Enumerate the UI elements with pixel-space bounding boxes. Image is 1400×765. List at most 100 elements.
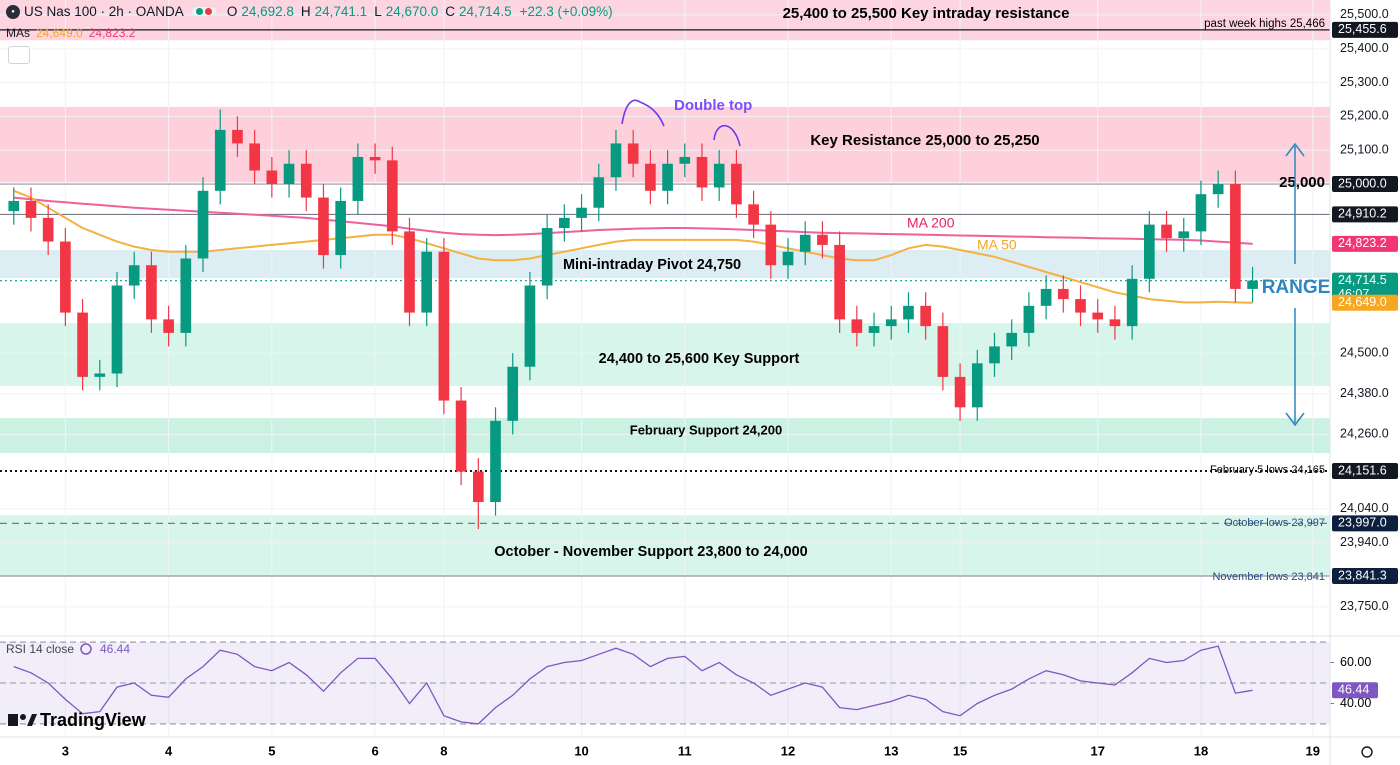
price-label-box bbox=[1332, 176, 1398, 193]
candle-body bbox=[232, 129, 243, 144]
price-label-box bbox=[1332, 568, 1398, 585]
collapse-button[interactable] bbox=[8, 46, 30, 64]
candle-body bbox=[817, 234, 828, 245]
rsi-icon bbox=[80, 643, 92, 655]
y-tick-label: 25,300.0 bbox=[1340, 75, 1389, 89]
annotation: Double top bbox=[674, 97, 752, 114]
candle-body bbox=[438, 251, 450, 401]
price-label-box bbox=[1332, 515, 1398, 532]
range-arrowhead bbox=[1285, 412, 1305, 427]
candle-body bbox=[60, 241, 71, 313]
logo: TradingView bbox=[8, 710, 147, 730]
candle-body bbox=[1109, 319, 1121, 327]
x-tick-label: 5 bbox=[268, 743, 275, 758]
settings-icon[interactable] bbox=[1361, 746, 1373, 758]
price-label-box bbox=[1332, 294, 1398, 311]
y-tick-label: 25,400.0 bbox=[1340, 41, 1389, 55]
price-label-box bbox=[1332, 206, 1398, 223]
candle-body bbox=[8, 200, 20, 212]
candle-body bbox=[748, 204, 759, 225]
candle-body bbox=[885, 319, 897, 327]
candle-body bbox=[1247, 280, 1258, 289]
zone bbox=[0, 250, 1330, 279]
moving-averages bbox=[13, 189, 1253, 304]
annotation: October lows 23,997 bbox=[1224, 517, 1325, 529]
price-label: 24,714.5 bbox=[1338, 273, 1387, 287]
candle-body bbox=[662, 163, 673, 191]
zone-label: Key Resistance 25,000 to 25,250 bbox=[810, 132, 1039, 149]
candle-body bbox=[214, 129, 226, 191]
rsi-value-box bbox=[1332, 682, 1378, 699]
ohlc-value: 24,692.8 bbox=[241, 4, 294, 19]
ma-legend-value: 24,823.2 bbox=[88, 26, 136, 40]
candle-body bbox=[834, 244, 845, 320]
annotation: 25,000 bbox=[1279, 174, 1325, 191]
annotation: RANGE bbox=[1262, 277, 1331, 298]
candle-body bbox=[868, 326, 880, 333]
rsi-tick-label: 60.00 bbox=[1340, 655, 1371, 669]
candle-body bbox=[283, 163, 295, 185]
price-label: 24,910.2 bbox=[1338, 207, 1387, 221]
price-label: 25,455.6 bbox=[1338, 22, 1387, 36]
ma-legend-label: MAs bbox=[6, 26, 30, 40]
x-tick-label: 10 bbox=[574, 743, 588, 758]
zones bbox=[0, 0, 1330, 577]
zone bbox=[0, 323, 1330, 387]
ma-label: MA 50 bbox=[977, 237, 1017, 253]
y-tick-label: 25,100.0 bbox=[1340, 143, 1389, 157]
symbol: US Nas 100 · 2h · OANDA bbox=[24, 4, 184, 19]
ohlc-key: O bbox=[226, 4, 238, 19]
candle-body bbox=[593, 177, 605, 208]
candle-body bbox=[971, 363, 983, 408]
zone-label: February Support 24,200 bbox=[630, 422, 782, 437]
candle-body bbox=[300, 163, 312, 198]
rsi-pane bbox=[0, 641, 1334, 725]
annotation: November lows 23,841 bbox=[1212, 571, 1325, 583]
brand: TradingView bbox=[40, 710, 147, 730]
candle-body bbox=[1144, 224, 1155, 279]
price-label: 24,823.2 bbox=[1338, 236, 1387, 250]
x-tick-label: 17 bbox=[1090, 743, 1104, 758]
grid bbox=[0, 0, 1330, 735]
candle-body bbox=[937, 326, 949, 377]
ohlc-key: H bbox=[300, 4, 311, 19]
x-tick-label: 3 bbox=[62, 743, 69, 758]
candle-body bbox=[352, 156, 364, 201]
candle-body bbox=[541, 228, 553, 286]
candle-body bbox=[1230, 184, 1241, 289]
rsi-value: 46.44 bbox=[100, 642, 130, 656]
x-tick-label: 4 bbox=[165, 743, 173, 758]
y-tick-label: 23,750.0 bbox=[1340, 599, 1389, 613]
candle-body bbox=[799, 234, 811, 252]
candle-body bbox=[1126, 278, 1138, 327]
price-label: 23,841.3 bbox=[1338, 568, 1387, 582]
candle-body bbox=[851, 319, 863, 333]
candle-body bbox=[576, 207, 587, 218]
candle-body bbox=[782, 251, 794, 266]
candle-body bbox=[610, 143, 622, 178]
candle-body bbox=[490, 420, 501, 503]
x-tick-label: 13 bbox=[884, 743, 898, 758]
y-tick-label: 24,040.0 bbox=[1340, 501, 1389, 515]
y-tick-label: 23,940.0 bbox=[1340, 535, 1389, 549]
price-label-box bbox=[1332, 463, 1398, 480]
candle-body bbox=[197, 190, 209, 259]
ma-line bbox=[13, 196, 1253, 245]
zone-label: 24,400 to 25,600 Key Support bbox=[599, 351, 800, 367]
y-tick-label: 24,500.0 bbox=[1340, 345, 1389, 359]
x-tick-label: 12 bbox=[781, 743, 795, 758]
annotations: 25,400 to 25,500 Key intraday resistance… bbox=[6, 5, 1373, 758]
candle-body bbox=[404, 231, 415, 313]
candle-body bbox=[645, 163, 656, 191]
candle-body bbox=[1161, 224, 1172, 239]
candle-body bbox=[77, 312, 88, 377]
x-tick-label: 15 bbox=[953, 743, 967, 758]
candle-body bbox=[386, 160, 398, 232]
candle-body bbox=[1178, 231, 1190, 239]
candle-body bbox=[94, 373, 106, 377]
ohlc-key: L bbox=[374, 4, 382, 19]
price-label: 24,649.0 bbox=[1338, 295, 1387, 309]
candle-body bbox=[1006, 332, 1018, 347]
x-tick-label: 6 bbox=[371, 743, 378, 758]
